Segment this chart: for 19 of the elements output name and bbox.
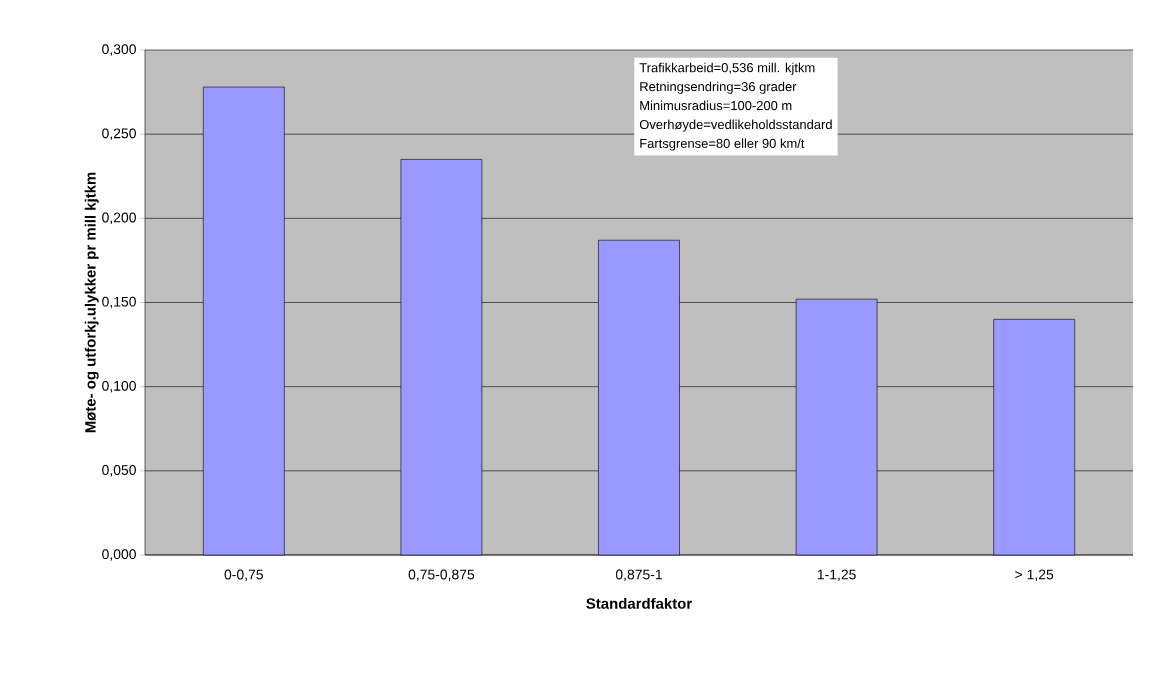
y-tick-label: 0,200 [102,212,136,225]
y-tick-label: 0,250 [102,128,136,140]
annotation: Fartsgrense=80 eller 90 km/t [640,138,805,151]
annotation: Retningsendring=36 grader [640,81,797,94]
annotation: Overhøyde=vedlikeholdsstandard [639,119,832,132]
x-tick-label: 0-0,75 [224,569,263,582]
y-tick-label: 0,300 [102,44,136,56]
y-axis-title: Møte- og utforkj.ulykker pr mill kjtkm [84,172,99,433]
annotation: Trafikkarbeid=0,536 mill. kjtkm [639,62,815,75]
x-tick-label: 0,75-0,875 [408,569,475,582]
x-tick-label: > 1,25 [1015,569,1054,582]
x-axis-title: Standardfaktor [586,597,692,609]
x-tick-label: 0,875-1 [615,569,662,582]
y-tick-label: 0,100 [102,380,136,393]
y-tick-label: 0,000 [102,549,136,561]
annotation: Minimusradius=100-200 m [640,100,792,111]
x-tick-label: 1-1,25 [817,569,856,582]
y-tick-label: 0,050 [102,465,136,477]
y-tick-label: 0,150 [102,296,136,309]
